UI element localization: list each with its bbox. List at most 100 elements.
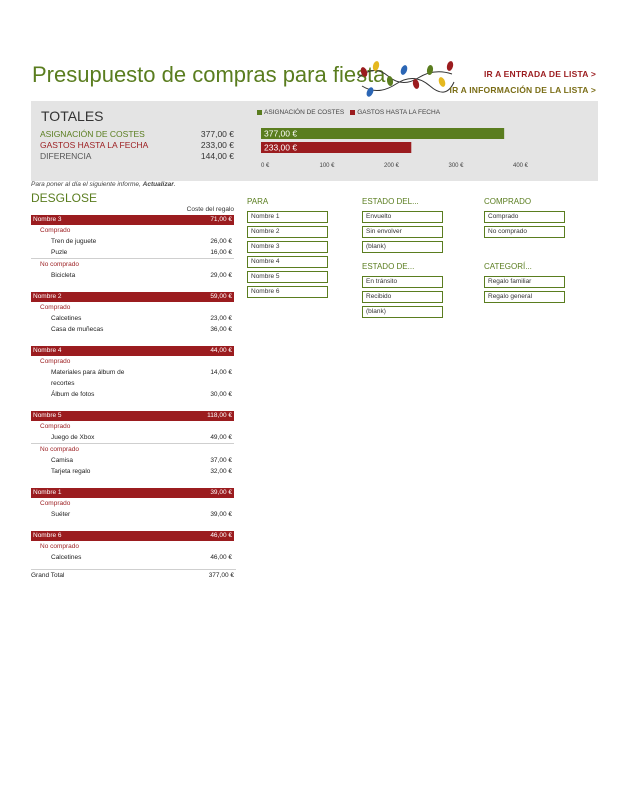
total-label: ASIGNACIÓN DE COSTES <box>40 129 145 139</box>
group-header[interactable]: Nombre 1 39,00 € <box>31 488 234 498</box>
legend-label: ASIGNACIÓN DE COSTES <box>264 109 345 116</box>
gift-name: Casa de muñecas <box>51 326 104 333</box>
gift-row: Camisa 37,00 € <box>31 455 234 466</box>
string-lights-icon <box>357 61 455 97</box>
slicer-option[interactable]: Nombre 5 <box>247 271 328 283</box>
gift-cost: 37,00 € <box>210 457 232 464</box>
gift-cost: 29,00 € <box>210 272 232 279</box>
go-to-list-info-link[interactable]: IR A INFORMACIÓN DE LA LISTA > <box>449 85 596 95</box>
group-name: Nombre 6 <box>33 532 62 539</box>
column-header-cost: Coste del regalo <box>186 206 234 213</box>
group-header[interactable]: Nombre 5 118,00 € <box>31 411 234 421</box>
legend-item-spent: GASTOS HASTA LA FECHA <box>350 109 440 116</box>
slicer-option[interactable]: Nombre 4 <box>247 256 328 268</box>
gift-cost: 16,00 € <box>210 249 232 256</box>
purchase-status: Comprado <box>40 500 71 507</box>
total-row-allocation: ASIGNACIÓN DE COSTES 377,00 € <box>40 129 234 139</box>
slicer-option[interactable]: Nombre 3 <box>247 241 328 253</box>
total-value: 377,00 € <box>200 129 234 139</box>
gift-row: Casa de muñecas 36,00 € <box>31 324 234 335</box>
group-name: Nombre 2 <box>33 293 62 300</box>
gift-name: Puzle <box>51 249 68 256</box>
gift-name: Tren de juguete <box>51 238 97 245</box>
gift-name: Camisa <box>51 457 74 464</box>
group-header[interactable]: Nombre 6 46,00 € <box>31 531 234 541</box>
slicer-option[interactable]: Envuelto <box>362 211 443 223</box>
slicer-title: COMPRADO <box>484 197 532 206</box>
group-total: 44,00 € <box>210 347 232 354</box>
group-header[interactable]: Nombre 4 44,00 € <box>31 346 234 356</box>
group-name: Nombre 3 <box>33 216 62 223</box>
refresh-note-text: Para poner al día el siguiente informe, <box>31 181 141 188</box>
group-total: 46,00 € <box>210 532 232 539</box>
slicer-option[interactable]: En tránsito <box>362 276 443 288</box>
slicer-option[interactable]: Nombre 2 <box>247 226 328 238</box>
slicer-option[interactable]: No comprado <box>484 226 565 238</box>
legend-item-allocation: ASIGNACIÓN DE COSTES <box>257 109 344 116</box>
gift-cost: 14,00 € <box>210 369 232 376</box>
purchase-status: Comprado <box>40 227 71 234</box>
group-name: Nombre 4 <box>33 347 62 354</box>
slicer-option[interactable]: Regalo general <box>484 291 565 303</box>
gift-row: Tarjeta regalo 32,00 € <box>31 466 234 477</box>
gift-name: Bicicleta <box>51 272 76 279</box>
gift-cost: 32,00 € <box>210 468 232 475</box>
slicer-option[interactable]: Comprado <box>484 211 565 223</box>
gift-cost: 36,00 € <box>210 326 232 333</box>
x-tick-label: 300 € <box>449 163 465 169</box>
purchase-status: No comprado <box>40 261 80 268</box>
gift-row: Materiales para álbum de recortes 14,00 € <box>31 367 234 389</box>
group-total: 59,00 € <box>210 293 232 300</box>
slicer-estado-de: ESTADO DE... En tránsito Recibido (blank) <box>362 262 443 321</box>
gift-name: Calcetines <box>51 554 82 561</box>
gift-cost: 23,00 € <box>210 315 232 322</box>
gift-row: Tren de juguete 26,00 € <box>31 236 234 247</box>
slicer-option[interactable]: (blank) <box>362 241 443 253</box>
go-to-list-entry-link[interactable]: IR A ENTRADA DE LISTA > <box>483 69 596 79</box>
group-spacer <box>31 400 234 411</box>
total-label: GASTOS HASTA LA FECHA <box>40 140 149 150</box>
slicer-categoria: CATEGORÍ... Regalo familiar Regalo genera… <box>484 262 565 306</box>
gift-name: Suéter <box>51 511 71 518</box>
total-row-difference: DIFERENCIA 144,00 € <box>40 151 234 161</box>
gift-cost: 39,00 € <box>210 511 232 518</box>
slicer-option[interactable]: Nombre 1 <box>247 211 328 223</box>
slicer-option[interactable]: Regalo familiar <box>484 276 565 288</box>
group-header[interactable]: Nombre 2 59,00 € <box>31 292 234 302</box>
gift-row: Suéter 39,00 € <box>31 509 234 520</box>
slicer-title: PARA <box>247 197 269 206</box>
totals-title: TOTALES <box>41 108 104 124</box>
slicer-title: ESTADO DEL... <box>362 197 419 206</box>
slicer-option[interactable]: Sin envolver <box>362 226 443 238</box>
refresh-note: Para poner al día el siguiente informe, … <box>31 181 176 188</box>
gift-name: Álbum de fotos <box>51 391 95 398</box>
gift-row: Bicicleta 29,00 € <box>31 270 234 281</box>
purchase-status: Comprado <box>40 358 71 365</box>
x-tick-label: 400 € <box>513 163 529 169</box>
section-divider <box>31 443 234 444</box>
group-name: Nombre 5 <box>33 412 62 419</box>
slicer-option[interactable]: Nombre 6 <box>247 286 328 298</box>
group-header[interactable]: Nombre 3 71,00 € <box>31 215 234 225</box>
bar-data-label: 233,00 € <box>264 143 297 153</box>
gift-name: Calcetines <box>51 315 82 322</box>
slicer-comprado: COMPRADO Comprado No comprado <box>484 197 565 241</box>
slicer-option[interactable]: Recibido <box>362 291 443 303</box>
grand-total-value: 377,00 € <box>208 572 234 579</box>
breakdown-title: DESGLOSE <box>31 191 98 205</box>
gift-row: Calcetines 23,00 € <box>31 313 234 324</box>
totals-bar-chart: 377,00 € 233,00 € 0 € 100 € 200 € 300 € 400 € <box>261 128 529 169</box>
purchase-status: No comprado <box>40 446 80 453</box>
slicer-title: CATEGORÍ... <box>484 262 532 271</box>
group-spacer <box>31 335 234 346</box>
grand-total-row: Grand Total 377,00 € <box>31 569 236 579</box>
slicer-option[interactable]: (blank) <box>362 306 443 318</box>
group-name: Nombre 1 <box>33 489 62 496</box>
gift-row: Álbum de fotos 30,00 € <box>31 389 234 400</box>
group-spacer <box>31 281 234 292</box>
total-row-spent: GASTOS HASTA LA FECHA 233,00 € <box>40 140 234 150</box>
purchase-status: No comprado <box>40 543 80 550</box>
total-value: 233,00 € <box>200 140 234 150</box>
x-tick-label: 100 € <box>320 163 336 169</box>
total-value: 144,00 € <box>200 151 234 161</box>
